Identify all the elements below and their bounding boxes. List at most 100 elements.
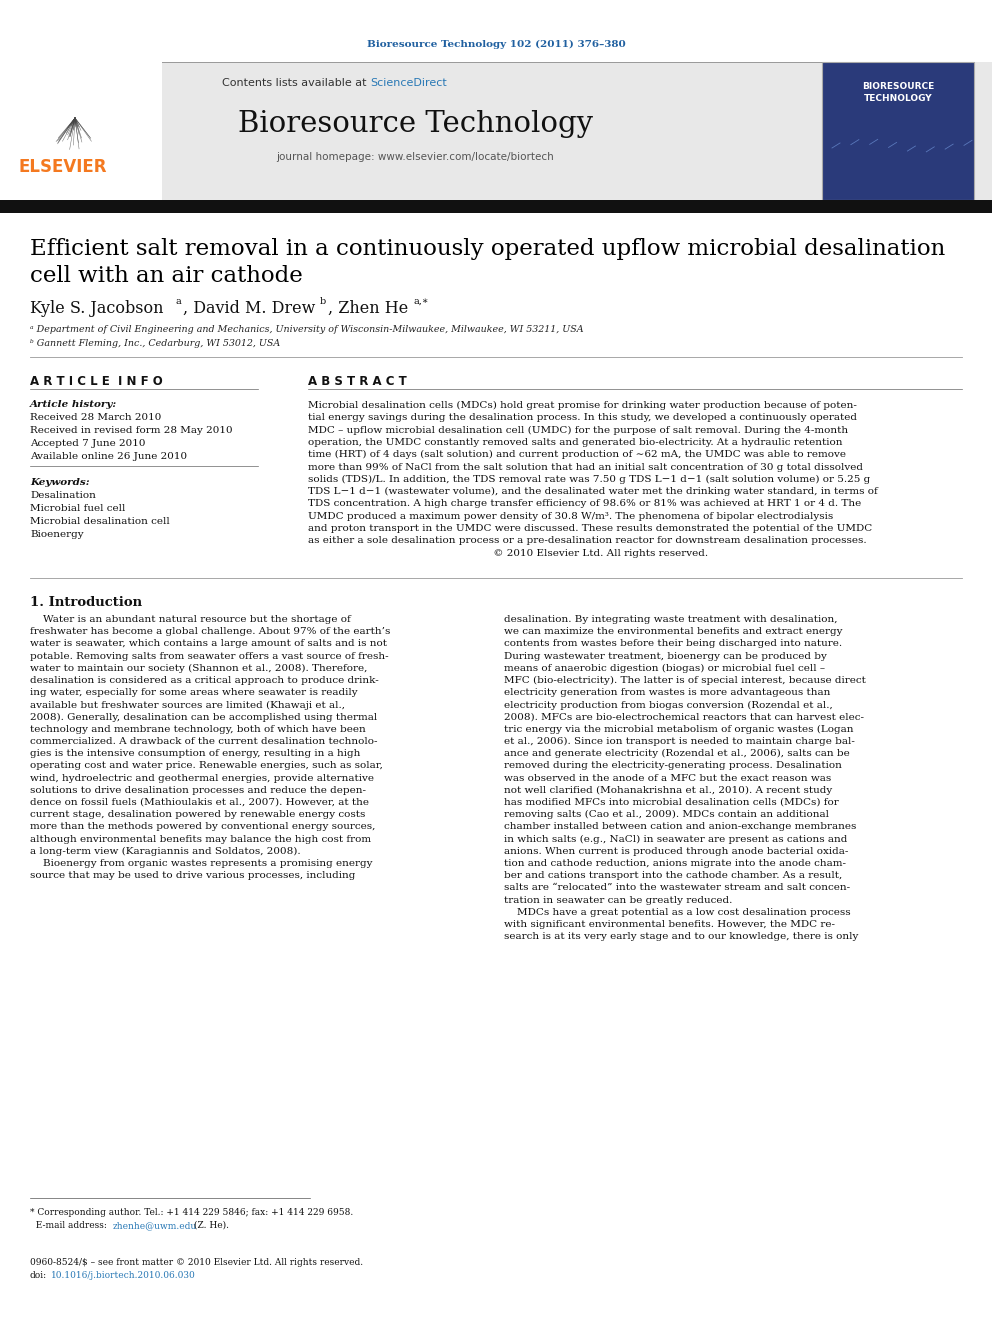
Text: cell with an air cathode: cell with an air cathode <box>30 265 303 287</box>
Text: wind, hydroelectric and geothermal energies, provide alternative: wind, hydroelectric and geothermal energ… <box>30 774 374 783</box>
Text: MDCs have a great potential as a low cost desalination process: MDCs have a great potential as a low cos… <box>504 908 850 917</box>
Text: * Corresponding author. Tel.: +1 414 229 5846; fax: +1 414 229 6958.: * Corresponding author. Tel.: +1 414 229… <box>30 1208 353 1217</box>
Text: (Z. He).: (Z. He). <box>191 1221 229 1230</box>
Text: 1. Introduction: 1. Introduction <box>30 595 142 609</box>
Text: 10.1016/j.biortech.2010.06.030: 10.1016/j.biortech.2010.06.030 <box>51 1271 195 1279</box>
Text: Water is an abundant natural resource but the shortage of: Water is an abundant natural resource bu… <box>30 615 351 624</box>
Text: Available online 26 June 2010: Available online 26 June 2010 <box>30 452 187 460</box>
Text: commercialized. A drawback of the current desalination technolo-: commercialized. A drawback of the curren… <box>30 737 378 746</box>
Text: E-mail address:: E-mail address: <box>30 1221 110 1230</box>
Text: electricity generation from wastes is more advantageous than: electricity generation from wastes is mo… <box>504 688 830 697</box>
Text: a: a <box>176 296 182 306</box>
Text: tric energy via the microbial metabolism of organic wastes (Logan: tric energy via the microbial metabolism… <box>504 725 853 734</box>
Text: contents from wastes before their being discharged into nature.: contents from wastes before their being … <box>504 639 842 648</box>
Text: tial energy savings during the desalination process. In this study, we developed: tial energy savings during the desalinat… <box>308 413 857 422</box>
Text: , Zhen He: , Zhen He <box>328 300 409 318</box>
Text: doi:: doi: <box>30 1271 48 1279</box>
Text: 0960-8524/$ – see front matter © 2010 Elsevier Ltd. All rights reserved.: 0960-8524/$ – see front matter © 2010 El… <box>30 1258 363 1267</box>
Text: Received in revised form 28 May 2010: Received in revised form 28 May 2010 <box>30 426 233 435</box>
Text: as either a sole desalination process or a pre-desalination reactor for downstre: as either a sole desalination process or… <box>308 536 867 545</box>
Text: ᵃ Department of Civil Engineering and Mechanics, University of Wisconsin-Milwauk: ᵃ Department of Civil Engineering and Me… <box>30 325 583 333</box>
Text: anions. When current is produced through anode bacterial oxida-: anions. When current is produced through… <box>504 847 848 856</box>
Text: potable. Removing salts from seawater offers a vast source of fresh-: potable. Removing salts from seawater of… <box>30 652 389 660</box>
Text: ber and cations transport into the cathode chamber. As a result,: ber and cations transport into the catho… <box>504 872 842 880</box>
Text: Bioenergy: Bioenergy <box>30 531 83 538</box>
Bar <box>0 62 162 200</box>
Text: zhenhe@uwm.edu: zhenhe@uwm.edu <box>113 1221 197 1230</box>
Text: removing salts (Cao et al., 2009). MDCs contain an additional: removing salts (Cao et al., 2009). MDCs … <box>504 810 829 819</box>
Text: a,∗: a,∗ <box>414 296 430 306</box>
Text: not well clarified (Mohanakrishna et al., 2010). A recent study: not well clarified (Mohanakrishna et al.… <box>504 786 832 795</box>
Text: a long-term view (Karagiannis and Soldatos, 2008).: a long-term view (Karagiannis and Soldat… <box>30 847 301 856</box>
Text: current stage, desalination powered by renewable energy costs: current stage, desalination powered by r… <box>30 810 365 819</box>
Text: TDS concentration. A high charge transfer efficiency of 98.6% or 81% was achieve: TDS concentration. A high charge transfe… <box>308 499 861 508</box>
Text: © 2010 Elsevier Ltd. All rights reserved.: © 2010 Elsevier Ltd. All rights reserved… <box>308 549 708 557</box>
Text: 2008). MFCs are bio-electrochemical reactors that can harvest elec-: 2008). MFCs are bio-electrochemical reac… <box>504 713 864 721</box>
Text: Microbial fuel cell: Microbial fuel cell <box>30 504 125 513</box>
Text: Article history:: Article history: <box>30 400 117 409</box>
Text: in which salts (e.g., NaCl) in seawater are present as cations and: in which salts (e.g., NaCl) in seawater … <box>504 835 847 844</box>
Text: Keywords:: Keywords: <box>30 478 89 487</box>
Text: Received 28 March 2010: Received 28 March 2010 <box>30 413 162 422</box>
Text: with significant environmental benefits. However, the MDC re-: with significant environmental benefits.… <box>504 919 835 929</box>
Text: Contents lists available at: Contents lists available at <box>222 78 370 89</box>
Text: freshwater has become a global challenge. About 97% of the earth’s: freshwater has become a global challenge… <box>30 627 391 636</box>
Bar <box>0 200 992 213</box>
Text: ing water, especially for some areas where seawater is readily: ing water, especially for some areas whe… <box>30 688 358 697</box>
Text: Kyle S. Jacobson: Kyle S. Jacobson <box>30 300 164 318</box>
Text: operation, the UMDC constantly removed salts and generated bio-electricity. At a: operation, the UMDC constantly removed s… <box>308 438 842 447</box>
Text: , David M. Drew: , David M. Drew <box>183 300 315 318</box>
Text: ELSEVIER: ELSEVIER <box>18 157 106 176</box>
Text: technology and membrane technology, both of which have been: technology and membrane technology, both… <box>30 725 366 734</box>
Text: operating cost and water price. Renewable energies, such as solar,: operating cost and water price. Renewabl… <box>30 762 383 770</box>
Text: UMDC produced a maximum power density of 30.8 W/m³. The phenomena of bipolar ele: UMDC produced a maximum power density of… <box>308 512 833 521</box>
Text: source that may be used to drive various processes, including: source that may be used to drive various… <box>30 872 355 880</box>
Text: solutions to drive desalination processes and reduce the depen-: solutions to drive desalination processe… <box>30 786 366 795</box>
Text: BIORESOURCE
TECHNOLOGY: BIORESOURCE TECHNOLOGY <box>862 82 934 103</box>
Text: salts are “relocated” into the wastewater stream and salt concen-: salts are “relocated” into the wastewate… <box>504 884 850 893</box>
Text: search is at its very early stage and to our knowledge, there is only: search is at its very early stage and to… <box>504 933 858 941</box>
Text: water to maintain our society (Shannon et al., 2008). Therefore,: water to maintain our society (Shannon e… <box>30 664 367 673</box>
Text: tion and cathode reduction, anions migrate into the anode cham-: tion and cathode reduction, anions migra… <box>504 859 846 868</box>
Text: Bioresource Technology 102 (2011) 376–380: Bioresource Technology 102 (2011) 376–38… <box>367 40 625 49</box>
Text: MDC – upflow microbial desalination cell (UMDC) for the purpose of salt removal.: MDC – upflow microbial desalination cell… <box>308 426 848 435</box>
Text: has modified MFCs into microbial desalination cells (MDCs) for: has modified MFCs into microbial desalin… <box>504 798 839 807</box>
Text: tration in seawater can be greatly reduced.: tration in seawater can be greatly reduc… <box>504 896 732 905</box>
Text: gies is the intensive consumption of energy, resulting in a high: gies is the intensive consumption of ene… <box>30 749 360 758</box>
Text: ance and generate electricity (Rozendal et al., 2006), salts can be: ance and generate electricity (Rozendal … <box>504 749 850 758</box>
Text: means of anaerobic digestion (biogas) or microbial fuel cell –: means of anaerobic digestion (biogas) or… <box>504 664 825 673</box>
Text: more than 99% of NaCl from the salt solution that had an initial salt concentrat: more than 99% of NaCl from the salt solu… <box>308 463 863 471</box>
Text: electricity production from biogas conversion (Rozendal et al.,: electricity production from biogas conve… <box>504 700 832 709</box>
Text: available but freshwater sources are limited (Khawaji et al.,: available but freshwater sources are lim… <box>30 700 345 709</box>
Text: and proton transport in the UMDC were discussed. These results demonstrated the : and proton transport in the UMDC were di… <box>308 524 872 533</box>
Text: Bioresource Technology: Bioresource Technology <box>237 110 592 138</box>
Text: desalination. By integrating waste treatment with desalination,: desalination. By integrating waste treat… <box>504 615 837 624</box>
Text: although environmental benefits may balance the high cost from: although environmental benefits may bala… <box>30 835 371 844</box>
Text: Efficient salt removal in a continuously operated upflow microbial desalination: Efficient salt removal in a continuously… <box>30 238 945 261</box>
Text: ᵇ Gannett Fleming, Inc., Cedarburg, WI 53012, USA: ᵇ Gannett Fleming, Inc., Cedarburg, WI 5… <box>30 339 281 348</box>
Text: MFC (bio-electricity). The latter is of special interest, because direct: MFC (bio-electricity). The latter is of … <box>504 676 866 685</box>
Text: During wastewater treatment, bioenergy can be produced by: During wastewater treatment, bioenergy c… <box>504 652 827 660</box>
Text: Desalination: Desalination <box>30 491 96 500</box>
Text: Microbial desalination cells (MDCs) hold great promise for drinking water produc: Microbial desalination cells (MDCs) hold… <box>308 401 857 410</box>
Text: removed during the electricity-generating process. Desalination: removed during the electricity-generatin… <box>504 762 842 770</box>
Text: we can maximize the environmental benefits and extract energy: we can maximize the environmental benefi… <box>504 627 842 636</box>
Text: A B S T R A C T: A B S T R A C T <box>308 374 407 388</box>
Text: TDS L−1 d−1 (wastewater volume), and the desalinated water met the drinking wate: TDS L−1 d−1 (wastewater volume), and the… <box>308 487 878 496</box>
Text: ScienceDirect: ScienceDirect <box>370 78 446 89</box>
Text: 2008). Generally, desalination can be accomplished using thermal: 2008). Generally, desalination can be ac… <box>30 713 377 722</box>
Text: Microbial desalination cell: Microbial desalination cell <box>30 517 170 527</box>
Text: more than the methods powered by conventional energy sources,: more than the methods powered by convent… <box>30 823 375 831</box>
Text: dence on fossil fuels (Mathioulakis et al., 2007). However, at the: dence on fossil fuels (Mathioulakis et a… <box>30 798 369 807</box>
Text: b: b <box>320 296 326 306</box>
Text: Accepted 7 June 2010: Accepted 7 June 2010 <box>30 439 146 448</box>
Text: desalination is considered as a critical approach to produce drink-: desalination is considered as a critical… <box>30 676 379 685</box>
Text: journal homepage: www.elsevier.com/locate/biortech: journal homepage: www.elsevier.com/locat… <box>276 152 554 161</box>
Text: Bioenergy from organic wastes represents a promising energy: Bioenergy from organic wastes represents… <box>30 859 373 868</box>
Text: chamber installed between cation and anion-exchange membranes: chamber installed between cation and ani… <box>504 823 856 831</box>
Text: was observed in the anode of a MFC but the exact reason was: was observed in the anode of a MFC but t… <box>504 774 831 783</box>
Text: A R T I C L E  I N F O: A R T I C L E I N F O <box>30 374 163 388</box>
Bar <box>0 62 992 200</box>
Text: solids (TDS)/L. In addition, the TDS removal rate was 7.50 g TDS L−1 d−1 (salt s: solids (TDS)/L. In addition, the TDS rem… <box>308 475 870 484</box>
Bar <box>822 62 974 200</box>
